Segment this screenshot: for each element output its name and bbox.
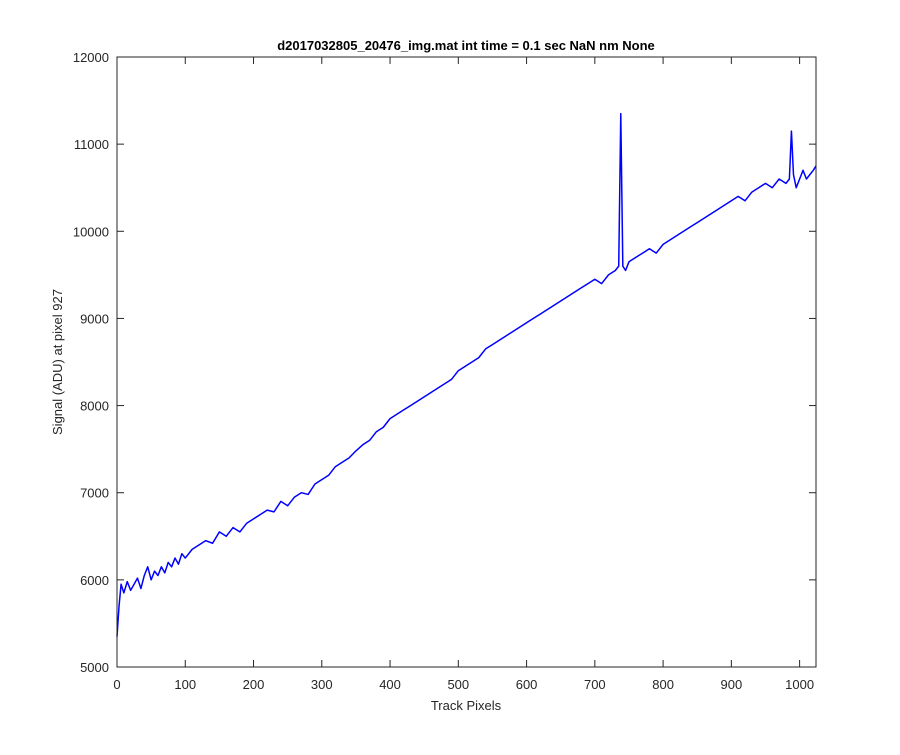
x-tick-label: 0 [113, 677, 120, 692]
axes-box [116, 56, 817, 668]
x-axis-label: Track Pixels [431, 698, 502, 713]
x-tick-label: 800 [652, 677, 674, 692]
y-tick-label: 5000 [80, 660, 109, 675]
chart-title: d2017032805_20476_img.mat int time = 0.1… [277, 38, 655, 53]
x-tick-label: 500 [447, 677, 469, 692]
y-tick-label: 10000 [73, 224, 109, 239]
x-tick-label: 600 [516, 677, 538, 692]
x-tick-label: 700 [584, 677, 606, 692]
x-tick-label: 200 [243, 677, 265, 692]
x-tick-label: 400 [379, 677, 401, 692]
y-tick-label: 6000 [80, 573, 109, 588]
series-layer [116, 112, 817, 637]
y-tick-label: 8000 [80, 399, 109, 414]
y-axis: 5000 6000 7000 8000 9000 10000 11000 12000 [73, 50, 816, 675]
x-tick-label: 100 [174, 677, 196, 692]
y-axis-label: Signal (ADU) at pixel 927 [50, 289, 65, 435]
x-axis: 0 100 200 300 400 500 600 700 800 900 1000 [113, 57, 814, 692]
y-tick-label: 12000 [73, 50, 109, 65]
y-tick-label: 11000 [74, 137, 109, 152]
y-tick-label: 7000 [80, 486, 109, 501]
y-tick-label: 9000 [80, 311, 109, 326]
x-tick-label: 1000 [785, 677, 814, 692]
series-line [116, 112, 817, 637]
x-tick-label: 900 [721, 677, 743, 692]
x-tick-label: 300 [311, 677, 333, 692]
plot-area [117, 57, 816, 667]
